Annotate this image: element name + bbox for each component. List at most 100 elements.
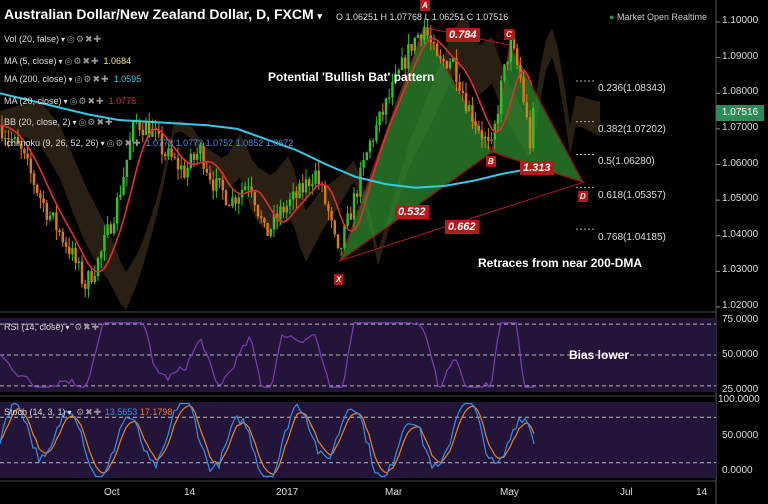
candle-body <box>96 258 100 277</box>
indicator-row[interactable]: BB (20, close, 2) ▾ ◎⚙✖✚ <box>4 117 118 128</box>
indicator-row[interactable]: Vol (20, false) ▾ ◎⚙✖✚ <box>4 34 106 45</box>
candle-body <box>311 183 314 187</box>
candle-body <box>42 198 45 203</box>
candle-body <box>68 246 71 255</box>
candle-body <box>448 61 452 69</box>
ratio-xd: 0.662 <box>445 220 479 234</box>
candle-body <box>420 34 423 40</box>
candle-body <box>391 82 394 98</box>
candle-body <box>90 271 93 283</box>
chevron-down-icon[interactable]: ▾ <box>68 75 73 84</box>
candle-body <box>0 125 4 139</box>
candle-body <box>346 213 349 226</box>
ratio-bd: 1.313 <box>520 161 554 175</box>
candle-body <box>269 229 272 236</box>
chevron-down-icon[interactable]: ▾ <box>61 35 66 44</box>
candle-body <box>167 148 170 157</box>
rsi-tick-25: 25.0000 <box>722 384 759 395</box>
candle-body <box>516 48 519 66</box>
price-tick: 1.05000 <box>722 193 759 205</box>
price-tick: 1.03000 <box>722 264 759 276</box>
candle-body <box>256 205 260 217</box>
candle-body <box>77 261 80 263</box>
indicator-controls-icon[interactable]: ◎⚙✖✚ <box>67 34 103 44</box>
candle-body <box>468 105 471 112</box>
candle-body <box>324 184 327 204</box>
candle-body <box>55 212 58 231</box>
candle-body <box>80 261 84 284</box>
time-tick: May <box>500 487 519 498</box>
candle-body <box>61 231 64 243</box>
indicator-row[interactable]: MA (200, close) ▾ ◎⚙✖✚ 1.0595 <box>4 74 141 85</box>
time-tick: Mar <box>385 487 403 498</box>
candle-body <box>317 170 320 185</box>
candle-body <box>173 157 176 159</box>
candle-body <box>93 276 96 283</box>
indicator-value: 1.0775 <box>108 96 137 106</box>
indicator-row[interactable]: MA (5, close) ▾ ◎⚙✖✚ 1.0684 <box>4 56 131 67</box>
candle-body <box>461 90 464 94</box>
candle-body <box>314 170 317 184</box>
indicator-controls-icon[interactable]: ◎⚙✖✚ <box>78 117 114 127</box>
rsi-legend: RSI (14, close) ▾ ⚙✖✚ <box>4 322 101 332</box>
candle-body <box>224 190 228 205</box>
candle-body <box>496 113 500 124</box>
candle-body <box>439 56 442 59</box>
candle-body <box>404 57 407 69</box>
cloud-area <box>0 15 600 311</box>
price-tick: 1.08000 <box>722 86 759 98</box>
candle-body <box>487 136 490 142</box>
candle-body <box>352 193 356 220</box>
fib-label-0768: 0.768(1.04185) <box>598 232 666 243</box>
candle-body <box>442 58 445 61</box>
candle-body <box>228 204 231 207</box>
candle-body <box>144 122 148 136</box>
candle-body <box>397 70 400 74</box>
candle-body <box>32 173 36 185</box>
point-d: D <box>578 191 588 202</box>
rsi-settings-icon[interactable]: ⚙✖✚ <box>74 322 101 332</box>
indicator-controls-icon[interactable]: ◎⚙✖✚ <box>64 56 100 66</box>
stoch-tick-100: 100.0000 <box>718 394 760 405</box>
candle-body <box>189 153 192 168</box>
candle-body <box>298 183 301 198</box>
candle-body <box>525 102 528 118</box>
candles <box>0 18 535 298</box>
candle-body <box>215 178 218 191</box>
stoch-d-line <box>0 404 535 476</box>
point-a: A <box>420 0 430 11</box>
candle-body <box>480 130 484 139</box>
candle-body <box>519 65 522 78</box>
candle-body <box>471 105 474 122</box>
candle-body <box>388 97 391 99</box>
candle-body <box>176 157 180 170</box>
candle-body <box>512 39 516 49</box>
candle-body <box>490 139 493 142</box>
candle-body <box>384 98 388 115</box>
indicator-value: 1.0684 <box>103 56 132 66</box>
stoch-k-line <box>0 402 535 478</box>
indicator-controls-icon[interactable]: ◎⚙✖✚ <box>106 138 142 148</box>
chevron-down-icon[interactable]: ▾ <box>100 139 105 148</box>
candle-body <box>170 148 173 158</box>
chevron-down-icon[interactable]: ▾ <box>72 118 77 127</box>
indicator-label: Ichimoku (9, 26, 52, 26) <box>4 138 99 148</box>
candle-body <box>336 234 340 249</box>
candle-body <box>71 247 74 255</box>
indicator-row[interactable]: Ichimoku (9, 26, 52, 26) ▾ ◎⚙✖✚ 1.0773 1.07… <box>4 138 293 149</box>
stoch-settings-icon[interactable]: ⚙✖✚ <box>76 407 103 417</box>
candle-body <box>372 140 375 142</box>
candle-body <box>122 177 125 195</box>
stoch-legend: Stoch (14, 3, 1) ▾ ⚙✖✚ 13.5653 17.1798 <box>4 407 173 417</box>
indicator-row[interactable]: MA (20, close) ▾ ◎⚙✖✚ 1.0775 <box>4 96 136 107</box>
chevron-down-icon[interactable]: ▾ <box>63 97 68 106</box>
ratio-ac: 0.784 <box>446 28 480 42</box>
indicator-controls-icon[interactable]: ◎⚙✖✚ <box>69 96 105 106</box>
candle-body <box>20 143 23 150</box>
candle-body <box>375 125 378 141</box>
candle-body <box>378 111 381 126</box>
rsi-note: Bias lower <box>569 348 630 362</box>
candle-body <box>186 167 189 178</box>
chevron-down-icon[interactable]: ▾ <box>58 57 63 66</box>
indicator-controls-icon[interactable]: ◎⚙✖✚ <box>74 74 110 84</box>
